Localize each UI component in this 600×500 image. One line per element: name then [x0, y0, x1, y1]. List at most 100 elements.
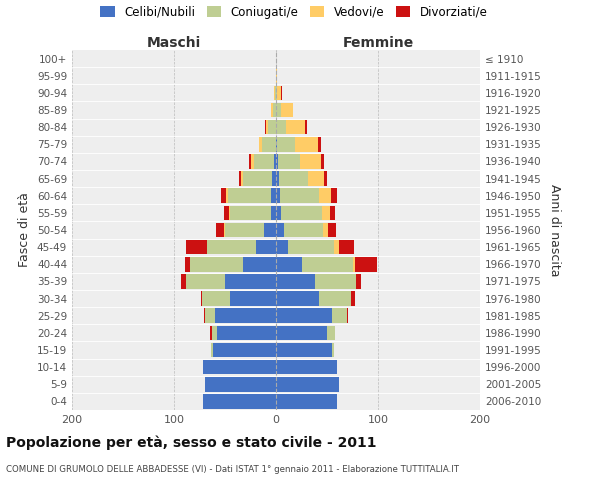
Bar — [305, 120, 307, 134]
Bar — [355, 257, 377, 272]
Bar — [322, 206, 330, 220]
Bar — [276, 172, 279, 186]
Bar — [254, 154, 274, 168]
Bar — [230, 292, 276, 306]
Bar — [251, 154, 254, 168]
Bar — [181, 274, 186, 288]
Bar — [244, 172, 272, 186]
Bar — [186, 240, 206, 254]
Bar — [308, 172, 324, 186]
Bar — [352, 292, 355, 306]
Bar — [211, 342, 213, 357]
Bar — [276, 154, 278, 168]
Bar — [205, 377, 276, 392]
Bar — [286, 120, 305, 134]
Bar — [217, 326, 276, 340]
Bar — [319, 292, 352, 306]
Bar — [276, 68, 277, 83]
Bar — [225, 274, 276, 288]
Bar — [265, 120, 266, 134]
Bar — [288, 240, 334, 254]
Bar — [277, 137, 295, 152]
Bar — [274, 86, 275, 100]
Bar — [276, 102, 281, 118]
Bar — [334, 240, 339, 254]
Bar — [276, 292, 319, 306]
Bar — [276, 377, 339, 392]
Text: Popolazione per età, sesso e stato civile - 2011: Popolazione per età, sesso e stato civil… — [6, 435, 377, 450]
Bar — [216, 222, 224, 238]
Bar — [295, 137, 318, 152]
Bar — [272, 172, 276, 186]
Legend: Celibi/Nubili, Coniugati/e, Vedovi/e, Divorziati/e: Celibi/Nubili, Coniugati/e, Vedovi/e, Di… — [95, 1, 493, 24]
Bar — [281, 102, 293, 118]
Bar — [284, 222, 323, 238]
Bar — [229, 206, 230, 220]
Bar — [353, 257, 355, 272]
Bar — [281, 86, 282, 100]
Bar — [276, 308, 332, 323]
Bar — [266, 120, 268, 134]
Y-axis label: Fasce di età: Fasce di età — [19, 192, 31, 268]
Bar — [210, 326, 212, 340]
Bar — [244, 257, 276, 272]
Bar — [276, 240, 288, 254]
Bar — [332, 308, 347, 323]
Bar — [190, 257, 244, 272]
Bar — [230, 206, 271, 220]
Bar — [271, 206, 276, 220]
Bar — [203, 394, 276, 408]
Bar — [323, 222, 328, 238]
Bar — [276, 206, 281, 220]
Bar — [276, 120, 286, 134]
Bar — [259, 137, 262, 152]
Bar — [271, 102, 273, 118]
Bar — [226, 188, 228, 203]
Bar — [279, 172, 308, 186]
Bar — [276, 257, 302, 272]
Bar — [262, 137, 276, 152]
Bar — [206, 240, 256, 254]
Bar — [264, 222, 276, 238]
Bar — [324, 172, 327, 186]
Bar — [203, 308, 205, 323]
Bar — [275, 86, 276, 100]
Bar — [250, 154, 251, 168]
Bar — [276, 342, 332, 357]
Bar — [203, 360, 276, 374]
Bar — [276, 222, 284, 238]
Bar — [224, 206, 229, 220]
Y-axis label: Anni di nascita: Anni di nascita — [548, 184, 561, 276]
Bar — [205, 308, 215, 323]
Bar — [321, 154, 324, 168]
Bar — [315, 274, 356, 288]
Bar — [268, 120, 276, 134]
Bar — [318, 137, 321, 152]
Bar — [327, 326, 335, 340]
Bar — [276, 360, 337, 374]
Bar — [221, 188, 226, 203]
Bar — [328, 222, 336, 238]
Bar — [280, 188, 319, 203]
Bar — [276, 274, 315, 288]
Bar — [200, 292, 202, 306]
Bar — [186, 274, 225, 288]
Bar — [213, 342, 276, 357]
Bar — [276, 326, 327, 340]
Bar — [224, 222, 225, 238]
Text: Femmine: Femmine — [343, 36, 413, 50]
Bar — [276, 394, 337, 408]
Bar — [356, 274, 361, 288]
Bar — [276, 188, 280, 203]
Bar — [302, 257, 353, 272]
Bar — [225, 222, 264, 238]
Bar — [202, 292, 230, 306]
Bar — [239, 172, 241, 186]
Bar — [256, 240, 276, 254]
Bar — [330, 206, 335, 220]
Bar — [274, 154, 276, 168]
Bar — [277, 86, 281, 100]
Bar — [228, 188, 271, 203]
Bar — [241, 172, 244, 186]
Bar — [332, 342, 334, 357]
